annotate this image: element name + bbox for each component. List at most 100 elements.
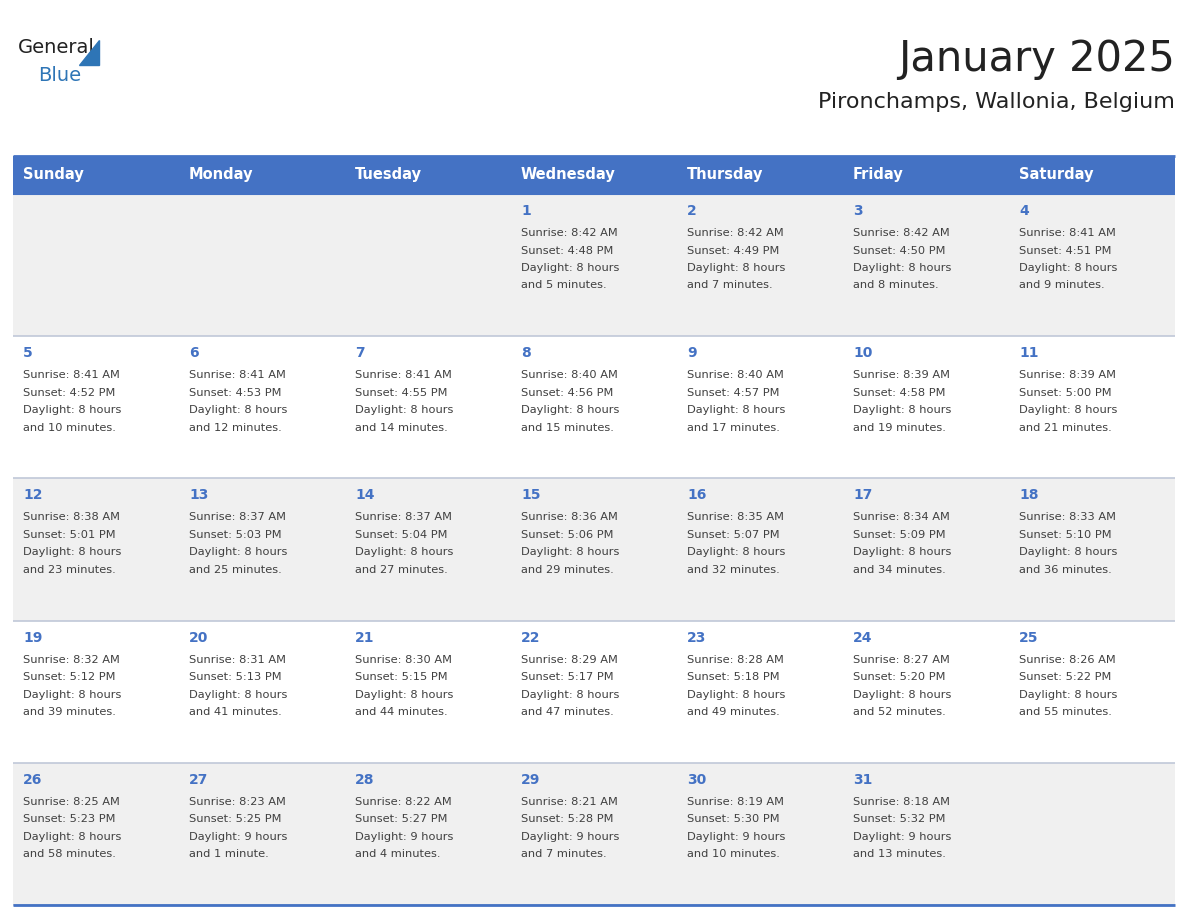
Bar [13,194,1175,336]
Text: Sunset: 4:50 PM: Sunset: 4:50 PM [853,245,946,255]
Text: 29: 29 [522,773,541,787]
Text: Daylight: 8 hours: Daylight: 8 hours [687,689,785,700]
Text: and 44 minutes.: and 44 minutes. [355,707,448,717]
Text: Sunset: 5:27 PM: Sunset: 5:27 PM [355,814,448,824]
Text: Sunset: 5:12 PM: Sunset: 5:12 PM [23,672,115,682]
Text: Sunrise: 8:41 AM: Sunrise: 8:41 AM [1019,228,1116,238]
Text: Sunset: 5:10 PM: Sunset: 5:10 PM [1019,530,1112,540]
Text: and 4 minutes.: and 4 minutes. [355,849,441,859]
Text: Sunrise: 8:41 AM: Sunrise: 8:41 AM [23,370,120,380]
Text: Sunset: 5:28 PM: Sunset: 5:28 PM [522,814,613,824]
Text: Sunrise: 8:36 AM: Sunrise: 8:36 AM [522,512,618,522]
Text: and 21 minutes.: and 21 minutes. [1019,422,1112,432]
Text: Daylight: 9 hours: Daylight: 9 hours [687,832,785,842]
Text: Daylight: 8 hours: Daylight: 8 hours [189,405,287,415]
Text: Daylight: 9 hours: Daylight: 9 hours [853,832,952,842]
Text: Sunrise: 8:42 AM: Sunrise: 8:42 AM [522,228,618,238]
Text: 7: 7 [355,346,365,360]
Text: and 58 minutes.: and 58 minutes. [23,849,116,859]
Text: and 36 minutes.: and 36 minutes. [1019,565,1112,575]
Text: and 49 minutes.: and 49 minutes. [687,707,779,717]
Text: Sunrise: 8:27 AM: Sunrise: 8:27 AM [853,655,950,665]
Text: Monday: Monday [189,167,253,183]
Text: Sunset: 4:52 PM: Sunset: 4:52 PM [23,387,115,397]
Text: and 29 minutes.: and 29 minutes. [522,565,614,575]
Text: and 32 minutes.: and 32 minutes. [687,565,779,575]
Text: Sunday: Sunday [23,167,83,183]
Text: Sunrise: 8:26 AM: Sunrise: 8:26 AM [1019,655,1116,665]
Text: Friday: Friday [853,167,904,183]
Text: Sunset: 5:09 PM: Sunset: 5:09 PM [853,530,946,540]
Text: Sunrise: 8:37 AM: Sunrise: 8:37 AM [189,512,286,522]
Text: Daylight: 8 hours: Daylight: 8 hours [687,405,785,415]
Text: and 1 minute.: and 1 minute. [189,849,268,859]
Text: Daylight: 8 hours: Daylight: 8 hours [853,547,952,557]
Text: Daylight: 8 hours: Daylight: 8 hours [355,547,454,557]
Text: 11: 11 [1019,346,1038,360]
Text: 16: 16 [687,488,707,502]
Text: Sunset: 5:18 PM: Sunset: 5:18 PM [687,672,779,682]
Text: Sunrise: 8:34 AM: Sunrise: 8:34 AM [853,512,950,522]
Text: and 25 minutes.: and 25 minutes. [189,565,282,575]
Text: Daylight: 8 hours: Daylight: 8 hours [853,263,952,273]
Text: Sunrise: 8:41 AM: Sunrise: 8:41 AM [189,370,286,380]
Text: 4: 4 [1019,204,1029,218]
Polygon shape [80,40,100,65]
Text: Sunrise: 8:29 AM: Sunrise: 8:29 AM [522,655,618,665]
Text: 9: 9 [687,346,696,360]
Text: and 27 minutes.: and 27 minutes. [355,565,448,575]
Text: and 41 minutes.: and 41 minutes. [189,707,282,717]
Text: Daylight: 9 hours: Daylight: 9 hours [189,832,287,842]
Text: Sunrise: 8:42 AM: Sunrise: 8:42 AM [853,228,949,238]
Text: 3: 3 [853,204,862,218]
Text: Sunrise: 8:19 AM: Sunrise: 8:19 AM [687,797,784,807]
Text: Daylight: 8 hours: Daylight: 8 hours [522,547,619,557]
Text: Sunset: 5:13 PM: Sunset: 5:13 PM [189,672,282,682]
Text: and 10 minutes.: and 10 minutes. [687,849,779,859]
Text: Sunrise: 8:38 AM: Sunrise: 8:38 AM [23,512,120,522]
Text: Daylight: 8 hours: Daylight: 8 hours [23,547,121,557]
Text: and 47 minutes.: and 47 minutes. [522,707,614,717]
Text: Sunrise: 8:21 AM: Sunrise: 8:21 AM [522,797,618,807]
Text: Sunset: 5:00 PM: Sunset: 5:00 PM [1019,387,1112,397]
Text: Daylight: 8 hours: Daylight: 8 hours [853,689,952,700]
Text: Sunset: 5:25 PM: Sunset: 5:25 PM [189,814,282,824]
Bar [677,156,843,194]
Text: Sunset: 5:32 PM: Sunset: 5:32 PM [853,814,946,824]
Text: Daylight: 8 hours: Daylight: 8 hours [1019,547,1118,557]
Bar [843,156,1009,194]
Text: Sunset: 4:51 PM: Sunset: 4:51 PM [1019,245,1112,255]
Bar [13,478,1175,621]
Text: Sunset: 5:04 PM: Sunset: 5:04 PM [355,530,448,540]
Text: 12: 12 [23,488,43,502]
Text: Sunset: 5:30 PM: Sunset: 5:30 PM [687,814,779,824]
Text: 13: 13 [189,488,208,502]
Text: Daylight: 8 hours: Daylight: 8 hours [189,547,287,557]
Text: 25: 25 [1019,631,1038,644]
Text: Sunrise: 8:18 AM: Sunrise: 8:18 AM [853,797,950,807]
Bar [179,156,345,194]
Text: Sunset: 5:01 PM: Sunset: 5:01 PM [23,530,115,540]
Text: Daylight: 8 hours: Daylight: 8 hours [687,263,785,273]
Text: and 9 minutes.: and 9 minutes. [1019,281,1105,290]
Text: 15: 15 [522,488,541,502]
Text: Daylight: 8 hours: Daylight: 8 hours [522,405,619,415]
Text: Daylight: 8 hours: Daylight: 8 hours [853,405,952,415]
Text: 26: 26 [23,773,43,787]
Text: Sunrise: 8:40 AM: Sunrise: 8:40 AM [522,370,618,380]
Text: and 7 minutes.: and 7 minutes. [687,281,772,290]
Text: Daylight: 9 hours: Daylight: 9 hours [522,832,619,842]
Text: Sunset: 4:53 PM: Sunset: 4:53 PM [189,387,282,397]
Text: Sunrise: 8:28 AM: Sunrise: 8:28 AM [687,655,784,665]
Text: and 55 minutes.: and 55 minutes. [1019,707,1112,717]
Text: and 13 minutes.: and 13 minutes. [853,849,946,859]
Text: and 8 minutes.: and 8 minutes. [853,281,939,290]
Text: Sunrise: 8:39 AM: Sunrise: 8:39 AM [853,370,950,380]
Text: 20: 20 [189,631,208,644]
Text: Daylight: 8 hours: Daylight: 8 hours [522,263,619,273]
Text: 21: 21 [355,631,374,644]
Bar [1009,156,1175,194]
Text: Daylight: 8 hours: Daylight: 8 hours [522,689,619,700]
Text: Daylight: 8 hours: Daylight: 8 hours [23,689,121,700]
Text: Daylight: 8 hours: Daylight: 8 hours [23,405,121,415]
